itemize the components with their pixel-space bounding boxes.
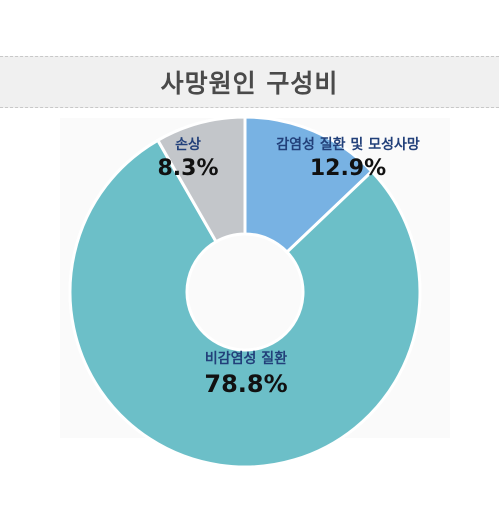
slice-name-infectious: 감염성 질환 및 모성사망 <box>276 137 420 153</box>
slice-label-infectious: 감염성 질환 및 모성사망 12.9% <box>276 134 419 181</box>
title-bar: 사망원인 구성비 <box>0 56 499 108</box>
slice-injury <box>155 115 247 244</box>
slice-name-injury: 손상 <box>175 137 201 153</box>
slice-value-infectious: 12.9% <box>309 156 387 181</box>
slice-infectious <box>243 115 374 255</box>
slice-label-injury: 손상 8.3% <box>157 134 218 181</box>
slice-value-noninfectious: 78.8% <box>204 370 288 398</box>
slice-name-noninfectious: 비감염성 질환 <box>204 351 288 367</box>
chart-title: 사망원인 구성비 <box>160 69 339 98</box>
slice-label-noninfectious: 비감염성 질환 78.8% <box>204 348 287 398</box>
slice-noninfectious <box>68 138 422 469</box>
slice-value-injury: 8.3% <box>157 156 219 181</box>
